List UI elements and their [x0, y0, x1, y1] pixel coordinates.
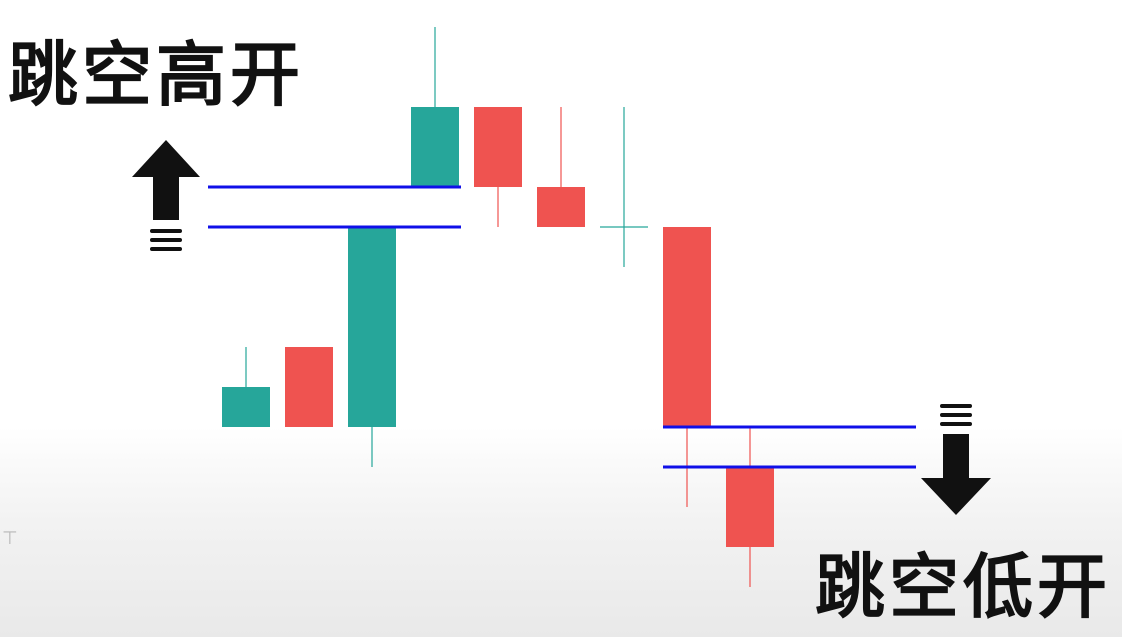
candle-body-1: [222, 387, 270, 427]
chart-corner-mark: ⊤: [2, 528, 18, 549]
candle-body-5: [474, 107, 522, 187]
arrow-up-icon: [132, 140, 200, 251]
candle-body-4: [411, 107, 459, 187]
gap-up-label: 跳空高开: [8, 33, 304, 116]
candle-body-3: [348, 227, 396, 427]
candle-body-8: [663, 227, 711, 427]
gap-lines-layer: [208, 185, 916, 469]
arrow-down-icon: [921, 404, 991, 515]
candle-body-9: [726, 467, 774, 547]
candle-body-6: [537, 187, 585, 227]
candle-body-2: [285, 347, 333, 427]
bodies-layer: [222, 107, 774, 547]
gap-down-label: 跳空低开: [815, 545, 1111, 628]
